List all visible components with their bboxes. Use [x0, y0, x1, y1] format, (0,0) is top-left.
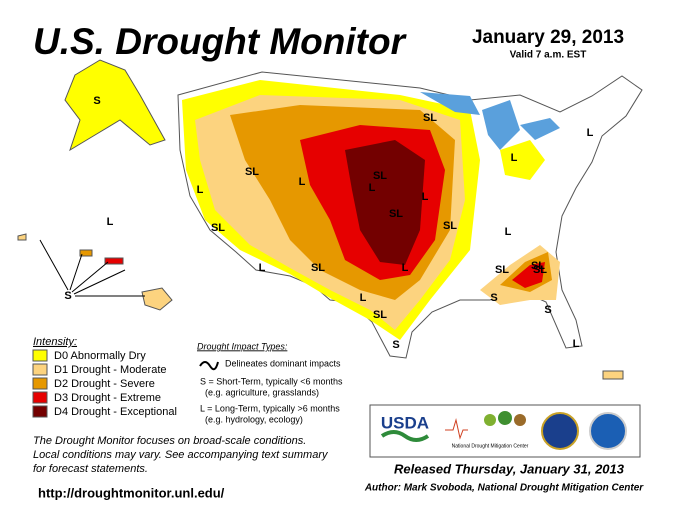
- hawaii-leaders: [39, 239, 145, 297]
- map-label: L: [107, 216, 114, 228]
- legend: D0 Abnormally Dry D1 Drought - Moderate D2…: [32, 349, 177, 418]
- note-line: Local conditions may vary. See accompany…: [33, 449, 329, 461]
- map-label: SL: [531, 260, 545, 272]
- map-label: SL: [245, 166, 259, 178]
- legend-heading: Intensity:: [33, 336, 77, 348]
- map-label: L: [197, 184, 204, 196]
- map-label: S: [93, 95, 100, 107]
- usda-logo: USDA: [381, 413, 429, 432]
- puerto-rico: [602, 370, 624, 380]
- map-label: SL: [211, 222, 225, 234]
- released: Released Thursday, January 31, 2013: [394, 461, 625, 476]
- map-label: L: [259, 262, 266, 274]
- impact-long-eg: (e.g. hydrology, ecology): [205, 414, 303, 424]
- legend-label: D3 Drought - Extreme: [54, 392, 161, 404]
- doc-seal: [541, 412, 579, 450]
- map-label: L: [573, 338, 580, 350]
- legend-swatch: [32, 363, 48, 376]
- map-label: L: [402, 262, 409, 274]
- impact-short: S = Short-Term, typically <6 months: [200, 376, 343, 386]
- map-label: SL: [373, 170, 387, 182]
- map-label: SL: [373, 309, 387, 321]
- ndmc-tree: [514, 414, 526, 426]
- map-label: SL: [443, 220, 457, 232]
- map-label: SL: [389, 208, 403, 220]
- d4-area: [345, 140, 425, 265]
- impact-line: Delineates dominant impacts: [225, 358, 341, 368]
- legend-label: D0 Abnormally Dry: [54, 350, 146, 362]
- map-label: S: [392, 339, 399, 351]
- map-label: L: [505, 226, 512, 238]
- legend-label: D2 Drought - Severe: [54, 378, 155, 390]
- hawaii-islands: [17, 233, 27, 241]
- map-label: L: [587, 127, 594, 139]
- usda-swoosh: [380, 430, 430, 442]
- valid-time: Valid 7 a.m. EST: [510, 50, 587, 61]
- ndmc-tree: [484, 414, 496, 426]
- map-label: L: [369, 182, 376, 194]
- map-label: S: [64, 290, 71, 302]
- map-label: L: [422, 191, 429, 203]
- map-label: S: [544, 304, 551, 316]
- legend-swatch: [32, 405, 48, 418]
- ndmc-tree: [498, 411, 512, 425]
- legend-swatch: [32, 349, 48, 362]
- date: January 29, 2013: [472, 27, 624, 48]
- ne-d0: [500, 140, 545, 180]
- map-label: L: [299, 176, 306, 188]
- map-label: L: [360, 292, 367, 304]
- author: Author: Mark Svoboda, National Drought M…: [364, 483, 644, 494]
- url[interactable]: http://droughtmonitor.unl.edu/: [38, 485, 225, 500]
- impact-short-eg: (e.g. agriculture, grasslands): [205, 387, 319, 397]
- map-label: L: [511, 152, 518, 164]
- legend-label: D1 Drought - Moderate: [54, 364, 167, 376]
- legend-swatch: [32, 391, 48, 404]
- noaa-logo: [589, 412, 627, 450]
- legend-swatch: [32, 377, 48, 390]
- map: [17, 59, 643, 380]
- hawaii-big: [141, 287, 173, 311]
- map-label: SL: [533, 264, 547, 276]
- impact-long: L = Long-Term, typically >6 months: [200, 403, 340, 413]
- note-line: The Drought Monitor focuses on broad-sca…: [33, 435, 306, 447]
- legend-label: D4 Drought - Exceptional: [54, 406, 177, 418]
- hawaii-maui: [104, 257, 124, 265]
- map-label: S: [490, 292, 497, 304]
- ndmc-line: [445, 418, 468, 440]
- map-label: SL: [495, 264, 509, 276]
- alaska: [64, 59, 166, 152]
- note-line: for forecast statements.: [33, 463, 148, 475]
- map-label: SL: [423, 112, 437, 124]
- map-label: SL: [311, 262, 325, 274]
- great-lakes: [420, 92, 560, 150]
- impact-line-icon: [199, 361, 219, 371]
- se-d3: [512, 262, 545, 288]
- ndmc-logo: National Drought Mitigation Center: [452, 443, 529, 449]
- hawaii-oahu: [79, 249, 93, 257]
- title: U.S. Drought Monitor: [33, 21, 408, 62]
- impact-heading: Drought Impact Types:: [197, 341, 288, 351]
